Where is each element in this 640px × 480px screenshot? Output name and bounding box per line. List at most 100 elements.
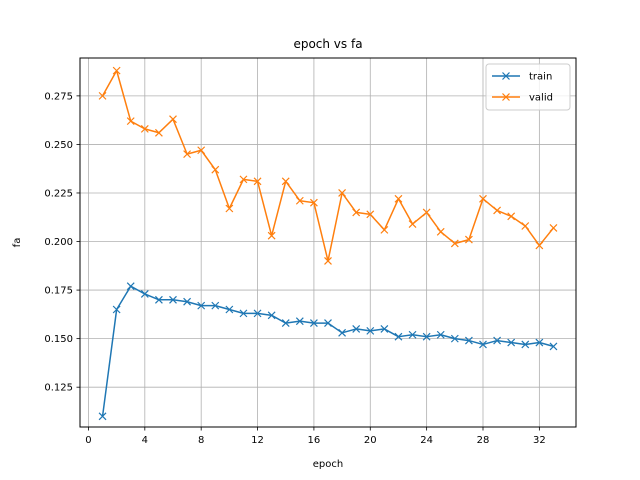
legend-swatch-marker: [502, 93, 510, 101]
x-tick-label: 16: [308, 435, 321, 446]
data-point-valid: [507, 212, 516, 221]
legend-item-train: train: [492, 72, 552, 83]
data-point-train: [281, 319, 290, 328]
data-point-valid: [450, 239, 459, 248]
data-point-valid: [183, 150, 192, 159]
data-point-valid: [366, 210, 375, 219]
data-point-train: [549, 342, 558, 351]
x-axis-title: epoch: [313, 459, 343, 470]
data-point-train: [521, 340, 530, 349]
data-point-train: [253, 309, 262, 318]
data-point-valid: [436, 227, 445, 236]
data-point-valid: [338, 189, 347, 197]
data-point-train: [197, 301, 206, 310]
data-point-train: [324, 319, 332, 328]
data-point-train: [225, 305, 234, 314]
data-point-valid: [394, 194, 403, 203]
legend-item-valid: valid: [492, 93, 553, 104]
data-point-valid: [239, 175, 248, 184]
data-point-valid: [295, 196, 304, 205]
data-point-train: [380, 324, 389, 333]
x-tick-label: 12: [251, 435, 264, 446]
y-axis-ticks: 0.125 0.150 0.175 0.200 0.225 0.250 0.275: [44, 91, 80, 394]
data-point-train: [267, 311, 276, 320]
data-point-valid: [126, 117, 135, 126]
chart-title: epoch vs fa: [293, 37, 362, 51]
legend-label: valid: [529, 93, 553, 104]
data-point-train: [535, 338, 544, 347]
x-tick-label: 4: [142, 435, 148, 446]
data-point-valid: [493, 206, 502, 215]
data-point-valid: [422, 208, 431, 217]
series-valid: [98, 66, 558, 265]
data-point-valid: [267, 231, 276, 240]
data-point-valid: [281, 177, 290, 186]
data-point-train: [436, 330, 445, 339]
data-point-train: [211, 301, 220, 310]
x-axis-ticks: 0 4 8 12 16 20 24 28 32: [85, 427, 546, 446]
data-point-train: [464, 336, 473, 345]
data-point-valid: [140, 124, 149, 133]
data-point-valid: [380, 225, 389, 234]
data-point-train: [408, 330, 417, 339]
y-tick-label: 0.150: [44, 334, 73, 345]
data-point-train: [352, 324, 361, 333]
x-tick-label: 28: [477, 435, 490, 446]
data-point-train: [394, 332, 403, 341]
data-point-valid: [98, 91, 107, 100]
data-point-valid: [112, 66, 121, 75]
y-tick-label: 0.125: [44, 383, 73, 394]
y-axis-title: fa: [12, 238, 23, 248]
data-point-valid: [352, 208, 361, 217]
data-point-train: [309, 319, 318, 328]
data-point-train: [422, 332, 431, 341]
data-point-train: [493, 336, 502, 345]
data-point-valid: [535, 241, 544, 250]
data-point-train: [450, 334, 459, 343]
data-point-train: [507, 338, 516, 347]
legend-label: train: [529, 72, 552, 83]
data-point-train: [169, 295, 177, 304]
data-point-valid: [464, 235, 473, 244]
data-point-train: [239, 309, 248, 318]
data-point-valid: [169, 115, 177, 124]
legend-swatch-marker: [502, 72, 510, 80]
data-point-train: [183, 297, 192, 306]
x-tick-label: 0: [85, 435, 91, 446]
data-point-valid: [479, 194, 487, 203]
data-point-valid: [225, 204, 234, 213]
data-point-valid: [324, 257, 332, 265]
y-tick-label: 0.225: [44, 188, 73, 199]
data-point-valid: [309, 198, 318, 207]
data-point-valid: [211, 165, 220, 174]
data-point-train: [338, 328, 347, 337]
y-tick-label: 0.250: [44, 140, 73, 151]
data-point-train: [140, 290, 149, 298]
data-point-train: [154, 295, 163, 304]
data-point-train: [366, 326, 375, 335]
data-point-train: [479, 340, 487, 349]
y-tick-label: 0.275: [44, 91, 73, 102]
data-point-valid: [253, 177, 262, 186]
data-point-train: [98, 412, 107, 421]
data-point-valid: [197, 146, 206, 155]
series-layer: [98, 66, 558, 421]
data-point-valid: [408, 220, 417, 228]
grid: [80, 58, 576, 427]
y-tick-label: 0.200: [44, 237, 73, 248]
legend: train valid: [485, 63, 571, 111]
data-point-train: [112, 305, 121, 314]
data-point-valid: [521, 222, 530, 230]
data-point-valid: [549, 224, 558, 232]
data-point-train: [126, 282, 135, 291]
series-train: [98, 282, 558, 421]
data-point-valid: [154, 128, 163, 137]
data-point-train: [295, 317, 304, 326]
plot-frame: [79, 57, 577, 428]
y-tick-label: 0.175: [44, 286, 73, 297]
x-tick-label: 24: [420, 435, 433, 446]
legend-box: [485, 63, 571, 111]
x-tick-label: 32: [533, 435, 546, 446]
x-tick-label: 20: [364, 435, 377, 446]
